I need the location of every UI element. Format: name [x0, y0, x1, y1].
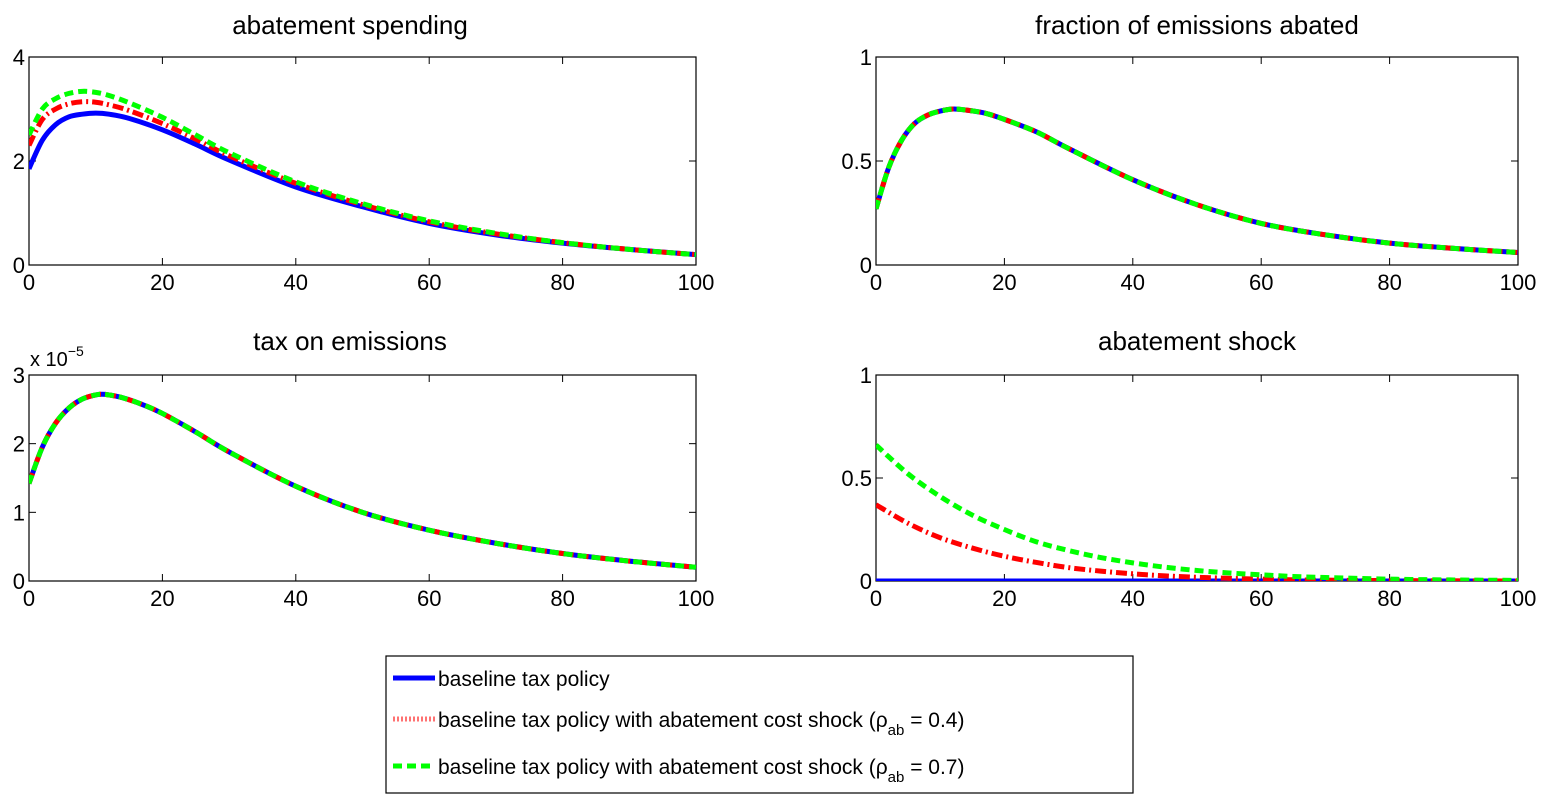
series-line-shock-04: [876, 502, 1518, 581]
y-tick-label: 1: [860, 45, 872, 70]
y-tick-label: 2: [13, 432, 25, 457]
x-tick-label: 40: [1121, 586, 1145, 611]
panel-title: abatement shock: [1098, 326, 1297, 356]
x-tick-label: 0: [23, 270, 35, 295]
plot-area: 0 20 40 60 80 100 0 2 4: [13, 45, 715, 295]
series-group: [876, 106, 1518, 256]
panel-title: abatement spending: [232, 10, 468, 40]
axes-frame: [28, 374, 697, 582]
x-tick-label: 40: [1121, 270, 1145, 295]
series-group: [29, 391, 696, 570]
x-tick-label: 80: [1377, 270, 1401, 295]
panel-title: tax on emissions: [253, 326, 447, 356]
y-tick-label: 0: [13, 569, 25, 594]
x-tick-label: 0: [870, 586, 882, 611]
panel-tax-on-emissions: tax on emissions x 10−5 0 20 40 60 80 100 0 1 2 3: [13, 326, 715, 611]
x-tick-label: 20: [150, 586, 174, 611]
x-tick-label: 20: [992, 586, 1016, 611]
plot-area: 0 20 40 60 80 100 0 0.5 1: [841, 363, 1536, 611]
x-tick-label: 100: [1500, 270, 1537, 295]
x-tick-label: 100: [1500, 586, 1537, 611]
axes-frame: [28, 56, 697, 266]
x-tick-label: 80: [550, 270, 574, 295]
plot-area: 0 20 40 60 80 100 0 0.5 1: [841, 45, 1536, 295]
axes-frame: [875, 374, 1519, 582]
legend-label-shock-04: baseline tax policy with abatement cost …: [438, 709, 964, 739]
axes-frame: [875, 56, 1519, 266]
panel-abatement-shock: abatement shock 0 20 40 60 80 100 0 0.5 1: [841, 326, 1536, 611]
y-tick-label: 4: [13, 45, 25, 70]
y-tick-label: 0.5: [841, 466, 872, 491]
x-tick-label: 100: [678, 270, 715, 295]
series-line-shock-07: [29, 88, 696, 258]
series-line-shock-07: [29, 391, 696, 570]
y-tick-label: 1: [860, 363, 872, 388]
panel-fraction-of-emissions-abated: fraction of emissions abated 0 20 40 60 80 10…: [841, 10, 1536, 295]
x-tick-label: 60: [417, 586, 441, 611]
x-tick-label: 20: [992, 270, 1016, 295]
legend-box: [385, 655, 1134, 794]
panel-abatement-spending: abatement spending 0 20 40 60 80 100 0 2 4: [13, 10, 715, 295]
x-tick-label: 40: [284, 270, 308, 295]
series-group: [876, 443, 1518, 581]
y-tick-label: 0: [13, 253, 25, 278]
x-tick-label: 40: [284, 586, 308, 611]
legend-label-shock-07: baseline tax policy with abatement cost …: [438, 756, 964, 786]
x-tick-label: 60: [1249, 586, 1273, 611]
y-tick-label: 0.5: [841, 149, 872, 174]
x-tick-label: 0: [870, 270, 882, 295]
y-tick-label: 0: [860, 253, 872, 278]
y-tick-label: 0: [860, 569, 872, 594]
panel-title: fraction of emissions abated: [1035, 10, 1359, 40]
plot-area: 0 20 40 60 80 100 0 1 2 3: [13, 363, 715, 611]
x-tick-label: 80: [1377, 586, 1401, 611]
x-tick-label: 20: [150, 270, 174, 295]
y-tick-label: 3: [13, 363, 25, 388]
exponent-label: x 10−5: [30, 343, 84, 371]
legend-label-baseline: baseline tax policy: [438, 668, 610, 691]
x-tick-label: 80: [550, 586, 574, 611]
x-tick-label: 100: [678, 586, 715, 611]
y-tick-label: 1: [13, 500, 25, 525]
series-line-shock-07: [876, 106, 1518, 256]
series-group: [29, 88, 696, 258]
x-tick-label: 60: [417, 270, 441, 295]
x-tick-label: 60: [1249, 270, 1273, 295]
legend: baseline tax policy baseline tax policy …: [385, 655, 1134, 794]
x-tick-label: 0: [23, 586, 35, 611]
series-line-shock-07: [876, 443, 1518, 581]
y-tick-label: 2: [13, 149, 25, 174]
